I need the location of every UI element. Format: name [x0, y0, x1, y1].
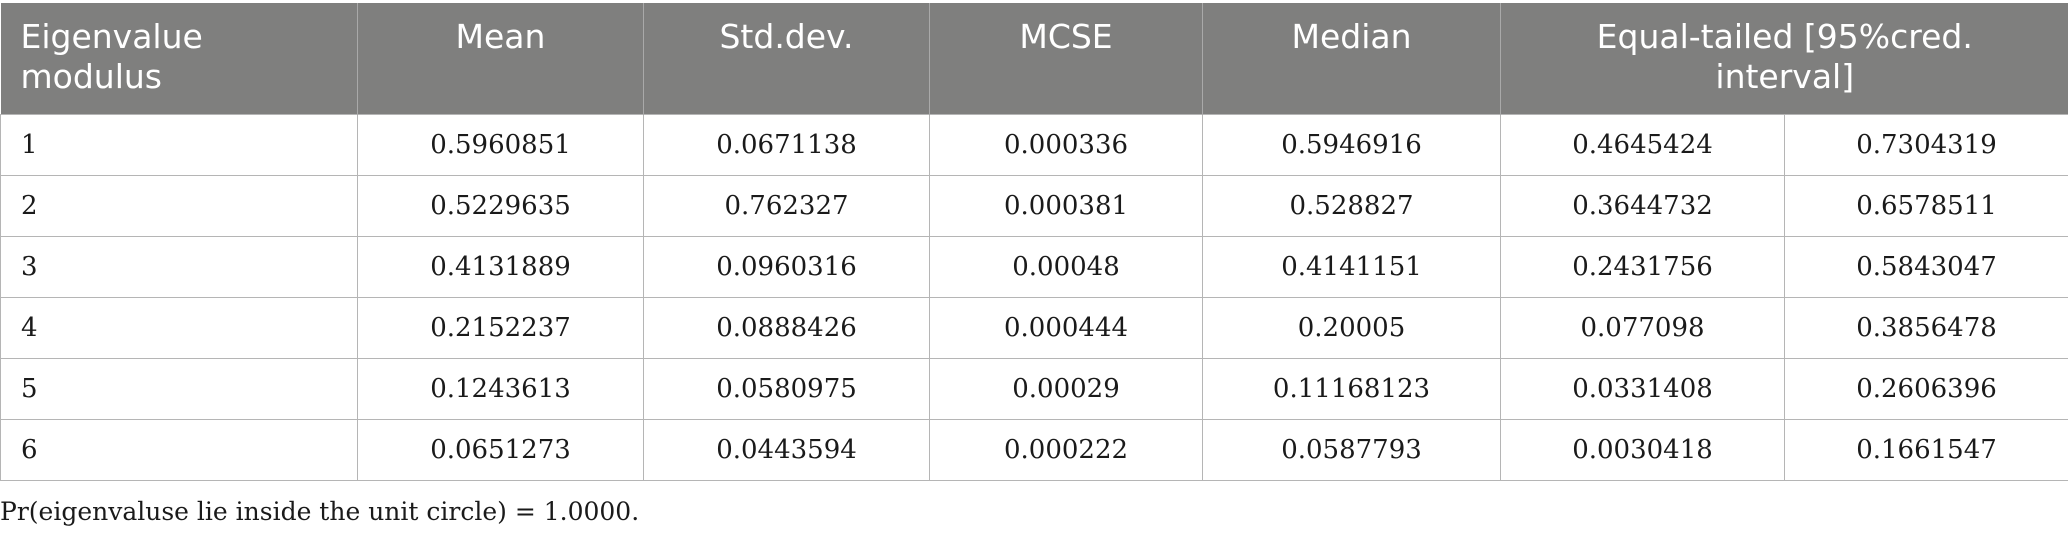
cell-interval-lower: 0.2431756: [1500, 235, 1785, 298]
cell-std-dev: 0.0960316: [643, 235, 930, 298]
cell-interval-upper: 0.5843047: [1784, 235, 2068, 298]
cell-interval-upper: 0.2606396: [1784, 357, 2068, 420]
cell-mean: 0.2152237: [357, 296, 644, 359]
cell-mcse: 0.000336: [929, 113, 1203, 176]
cell-mcse: 0.00048: [929, 235, 1203, 298]
cell-std-dev: 0.0443594: [643, 418, 930, 481]
cell-interval-upper: 0.1661547: [1784, 418, 2068, 481]
cell-median: 0.528827: [1202, 174, 1501, 237]
cell-std-dev: 0.762327: [643, 174, 930, 237]
cell-mean: 0.5960851: [357, 113, 644, 176]
cell-eigenvalue: 4: [0, 296, 358, 359]
cell-mean: 0.5229635: [357, 174, 644, 237]
table-row: 4 0.2152237 0.0888426 0.000444 0.20005 0.0770…: [0, 296, 2068, 359]
cell-interval-lower: 0.0030418: [1500, 418, 1785, 481]
cell-std-dev: 0.0671138: [643, 113, 930, 176]
cell-interval-lower: 0.3644732: [1500, 174, 1785, 237]
cell-interval-lower: 0.4645424: [1500, 113, 1785, 176]
table-row: 5 0.1243613 0.0580975 0.00029 0.11168123 0.03…: [0, 357, 2068, 420]
cell-eigenvalue: 2: [0, 174, 358, 237]
cell-eigenvalue: 5: [0, 357, 358, 420]
cell-eigenvalue: 1: [0, 113, 358, 176]
table-body: 1 0.5960851 0.0671138 0.000336 0.5946916 0.46…: [0, 113, 2068, 481]
cell-interval-upper: 0.3856478: [1784, 296, 2068, 359]
table-row: 1 0.5960851 0.0671138 0.000336 0.5946916 0.46…: [0, 113, 2068, 176]
cell-mcse: 0.000222: [929, 418, 1203, 481]
cell-mean: 0.1243613: [357, 357, 644, 420]
header-credible-interval: Equal-tailed [95%cred. interval]: [1500, 3, 2068, 114]
cell-median: 0.20005: [1202, 296, 1501, 359]
cell-mean: 0.4131889: [357, 235, 644, 298]
cell-median: 0.0587793: [1202, 418, 1501, 481]
cell-eigenvalue: 6: [0, 418, 358, 481]
header-mean: Mean: [357, 3, 644, 114]
cell-mcse: 0.000381: [929, 174, 1203, 237]
header-eigenvalue-modulus: Eigenvalue modulus: [0, 3, 358, 114]
cell-std-dev: 0.0888426: [643, 296, 930, 359]
table-row: 3 0.4131889 0.0960316 0.00048 0.4141151 0.243…: [0, 235, 2068, 298]
cell-median: 0.5946916: [1202, 113, 1501, 176]
header-median: Median: [1202, 3, 1501, 114]
cell-median: 0.4141151: [1202, 235, 1501, 298]
header-row: Eigenvalue modulus Mean Std.dev. MCSE Me…: [0, 3, 2068, 114]
table-row: 6 0.0651273 0.0443594 0.000222 0.0587793 0.00…: [0, 418, 2068, 481]
cell-interval-lower: 0.077098: [1500, 296, 1785, 359]
table-header: Eigenvalue modulus Mean Std.dev. MCSE Me…: [0, 3, 2068, 114]
cell-interval-upper: 0.6578511: [1784, 174, 2068, 237]
cell-median: 0.11168123: [1202, 357, 1501, 420]
cell-mcse: 0.000444: [929, 296, 1203, 359]
cell-interval-upper: 0.7304319: [1784, 113, 2068, 176]
header-std-dev: Std.dev.: [643, 3, 930, 114]
eigenvalue-table: Eigenvalue modulus Mean Std.dev. MCSE Me…: [0, 3, 2068, 481]
table-row: 2 0.5229635 0.762327 0.000381 0.528827 0.3644…: [0, 174, 2068, 237]
cell-mean: 0.0651273: [357, 418, 644, 481]
footnote: Pr(eigenvaluse lie inside the unit circl…: [0, 497, 640, 526]
cell-interval-lower: 0.0331408: [1500, 357, 1785, 420]
cell-std-dev: 0.0580975: [643, 357, 930, 420]
header-mcse: MCSE: [929, 3, 1203, 114]
cell-eigenvalue: 3: [0, 235, 358, 298]
cell-mcse: 0.00029: [929, 357, 1203, 420]
